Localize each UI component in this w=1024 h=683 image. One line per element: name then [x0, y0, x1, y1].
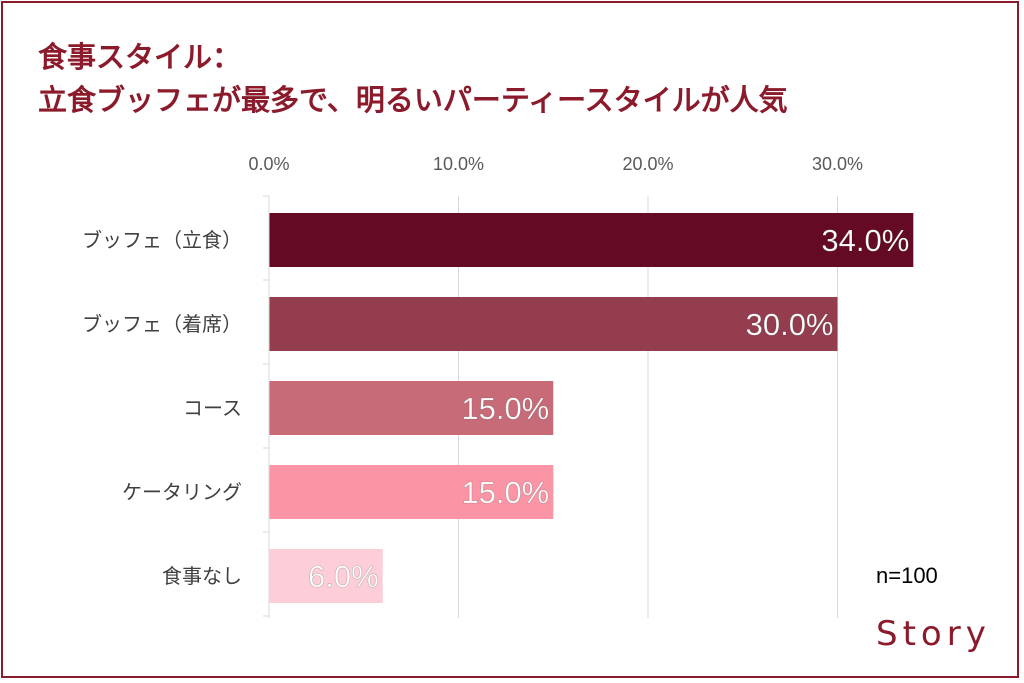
chart-title: 食事スタイル： 立食ブッフェが最多で、明るいパーティースタイルが人気	[38, 36, 788, 122]
data-label: 15.0%	[461, 475, 549, 510]
bar	[269, 297, 838, 351]
data-label: 6.0%	[308, 559, 379, 594]
bar	[269, 465, 554, 519]
x-tick-label: 10.0%	[433, 154, 484, 174]
x-tick-label: 30.0%	[812, 154, 863, 174]
data-label: 15.0%	[461, 391, 549, 426]
x-tick-label: 20.0%	[622, 154, 673, 174]
category-label: ケータリング	[122, 480, 242, 504]
sample-size-label: n=100	[876, 563, 938, 588]
category-label: コース	[183, 396, 242, 420]
data-label: 30.0%	[746, 307, 834, 342]
story-logo: Story	[876, 614, 991, 654]
category-label: 食事なし	[162, 564, 242, 588]
category-label: ブッフェ（着席）	[82, 312, 242, 336]
bar	[269, 549, 383, 603]
title-line-2: 立食ブッフェが最多で、明るいパーティースタイルが人気	[38, 83, 788, 117]
bar	[269, 213, 914, 267]
bar	[269, 381, 554, 435]
x-tick-label: 0.0%	[248, 154, 289, 174]
category-label: ブッフェ（立食）	[82, 228, 242, 252]
data-label: 34.0%	[821, 223, 909, 258]
title-line-1: 食事スタイル：	[38, 40, 242, 74]
